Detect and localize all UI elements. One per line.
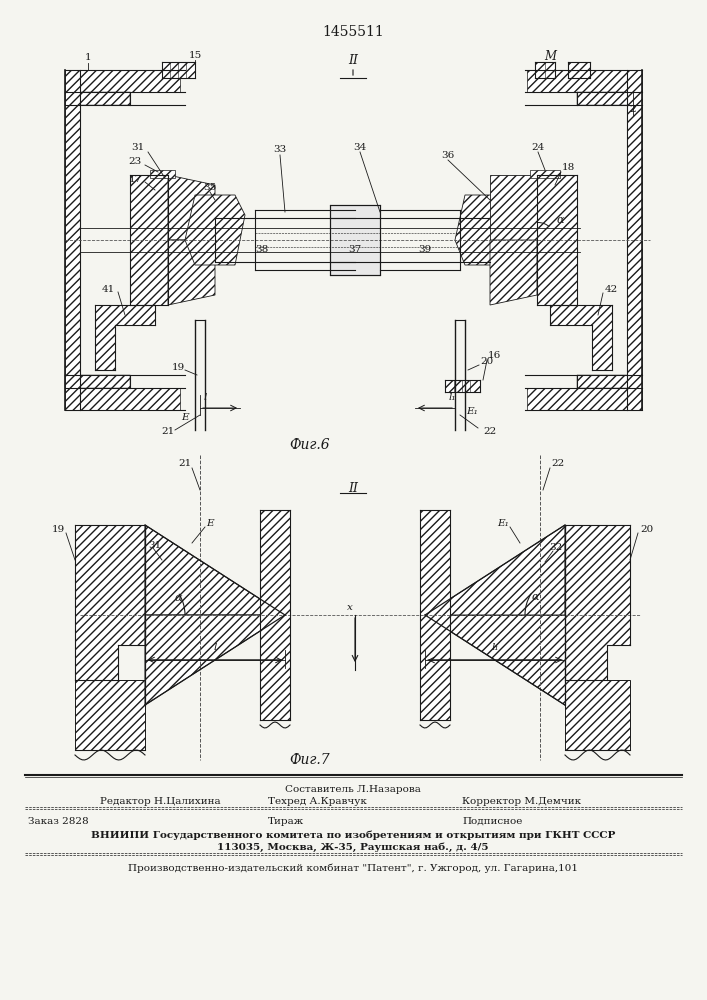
Text: Подписное: Подписное xyxy=(462,816,522,826)
Polygon shape xyxy=(455,195,520,265)
Text: 19: 19 xyxy=(171,363,185,372)
Text: 20: 20 xyxy=(640,526,653,534)
Polygon shape xyxy=(530,170,560,178)
Polygon shape xyxy=(550,305,612,370)
Polygon shape xyxy=(95,305,155,370)
Text: 15: 15 xyxy=(188,50,201,60)
Polygon shape xyxy=(425,615,565,705)
Polygon shape xyxy=(130,175,168,305)
Text: x: x xyxy=(347,603,353,612)
Text: 20: 20 xyxy=(480,358,493,366)
Text: 21: 21 xyxy=(161,428,175,436)
Polygon shape xyxy=(75,680,145,750)
Text: 22: 22 xyxy=(484,428,496,436)
Polygon shape xyxy=(627,70,642,410)
Text: 35: 35 xyxy=(204,184,216,192)
Text: II: II xyxy=(348,53,358,66)
Text: 21: 21 xyxy=(178,458,192,468)
Text: 19: 19 xyxy=(52,526,65,534)
Text: M: M xyxy=(544,50,556,64)
Text: 42: 42 xyxy=(605,286,618,294)
Text: 41: 41 xyxy=(102,286,115,294)
Polygon shape xyxy=(565,680,630,750)
Text: l: l xyxy=(204,393,206,402)
Polygon shape xyxy=(425,525,565,615)
Text: ВНИИПИ Государственного комитета по изобретениям и открытиям при ГКНТ СССР: ВНИИПИ Государственного комитета по изоб… xyxy=(90,830,615,840)
Polygon shape xyxy=(565,525,630,680)
Polygon shape xyxy=(577,92,642,105)
Text: E₁: E₁ xyxy=(466,408,478,416)
Polygon shape xyxy=(75,525,145,680)
Text: α: α xyxy=(556,215,563,225)
Polygon shape xyxy=(260,510,290,720)
Polygon shape xyxy=(527,70,642,92)
Text: 17: 17 xyxy=(129,176,142,184)
Text: 16: 16 xyxy=(488,352,501,360)
Text: Фиг.7: Фиг.7 xyxy=(290,753,330,767)
Text: Редактор Н.Цалихина: Редактор Н.Цалихина xyxy=(100,796,221,806)
Polygon shape xyxy=(420,510,450,720)
Polygon shape xyxy=(490,175,537,240)
Text: 37: 37 xyxy=(349,245,361,254)
Polygon shape xyxy=(185,195,245,265)
Bar xyxy=(330,205,380,275)
Text: α: α xyxy=(174,593,182,603)
Text: 22: 22 xyxy=(551,458,565,468)
Polygon shape xyxy=(65,388,180,410)
Polygon shape xyxy=(145,525,285,615)
Text: Тираж: Тираж xyxy=(268,816,304,826)
Text: 24: 24 xyxy=(532,143,544,152)
Text: l: l xyxy=(214,644,216,652)
Text: 32: 32 xyxy=(549,542,562,552)
Text: E: E xyxy=(181,414,189,422)
Text: 113035, Москва, Ж-35, Раушская наб., д. 4/5: 113035, Москва, Ж-35, Раушская наб., д. … xyxy=(217,842,489,852)
Text: Производственно-издательский комбинат "Патент", г. Ужгород, ул. Гагарина,101: Производственно-издательский комбинат "П… xyxy=(128,863,578,873)
Text: 18: 18 xyxy=(562,163,575,172)
Text: Заказ 2828: Заказ 2828 xyxy=(28,816,88,826)
Text: II: II xyxy=(348,482,358,494)
Text: α: α xyxy=(531,592,539,602)
Polygon shape xyxy=(145,615,285,705)
Text: 36: 36 xyxy=(441,150,455,159)
Text: l₁: l₁ xyxy=(491,644,498,652)
Polygon shape xyxy=(150,170,175,178)
Text: 2: 2 xyxy=(630,105,636,114)
Text: 1: 1 xyxy=(85,53,91,62)
Polygon shape xyxy=(65,92,130,105)
Text: 23: 23 xyxy=(129,157,142,166)
Polygon shape xyxy=(568,62,590,78)
Polygon shape xyxy=(577,375,642,388)
Text: E: E xyxy=(206,518,214,528)
Polygon shape xyxy=(535,62,555,78)
Polygon shape xyxy=(537,175,577,305)
Polygon shape xyxy=(168,175,215,240)
Polygon shape xyxy=(445,380,480,392)
Text: Составитель Л.Назарова: Составитель Л.Назарова xyxy=(285,784,421,794)
Text: 34: 34 xyxy=(354,143,367,152)
Text: 38: 38 xyxy=(255,245,269,254)
Polygon shape xyxy=(490,240,537,305)
Text: 1455511: 1455511 xyxy=(322,25,384,39)
Polygon shape xyxy=(65,70,80,410)
Text: Техред А.Кравчук: Техред А.Кравчук xyxy=(268,796,367,806)
Text: E₁: E₁ xyxy=(497,518,509,528)
Text: Корректор М.Демчик: Корректор М.Демчик xyxy=(462,796,581,806)
Polygon shape xyxy=(162,62,195,78)
Text: 31: 31 xyxy=(132,143,145,152)
Text: 39: 39 xyxy=(419,245,432,254)
Polygon shape xyxy=(168,240,215,305)
Polygon shape xyxy=(527,388,642,410)
Text: Фиг.6: Фиг.6 xyxy=(290,438,330,452)
Text: l₁: l₁ xyxy=(448,393,456,402)
Text: 31: 31 xyxy=(148,540,161,550)
Polygon shape xyxy=(65,375,130,388)
Text: 33: 33 xyxy=(274,145,286,154)
Polygon shape xyxy=(65,70,180,92)
